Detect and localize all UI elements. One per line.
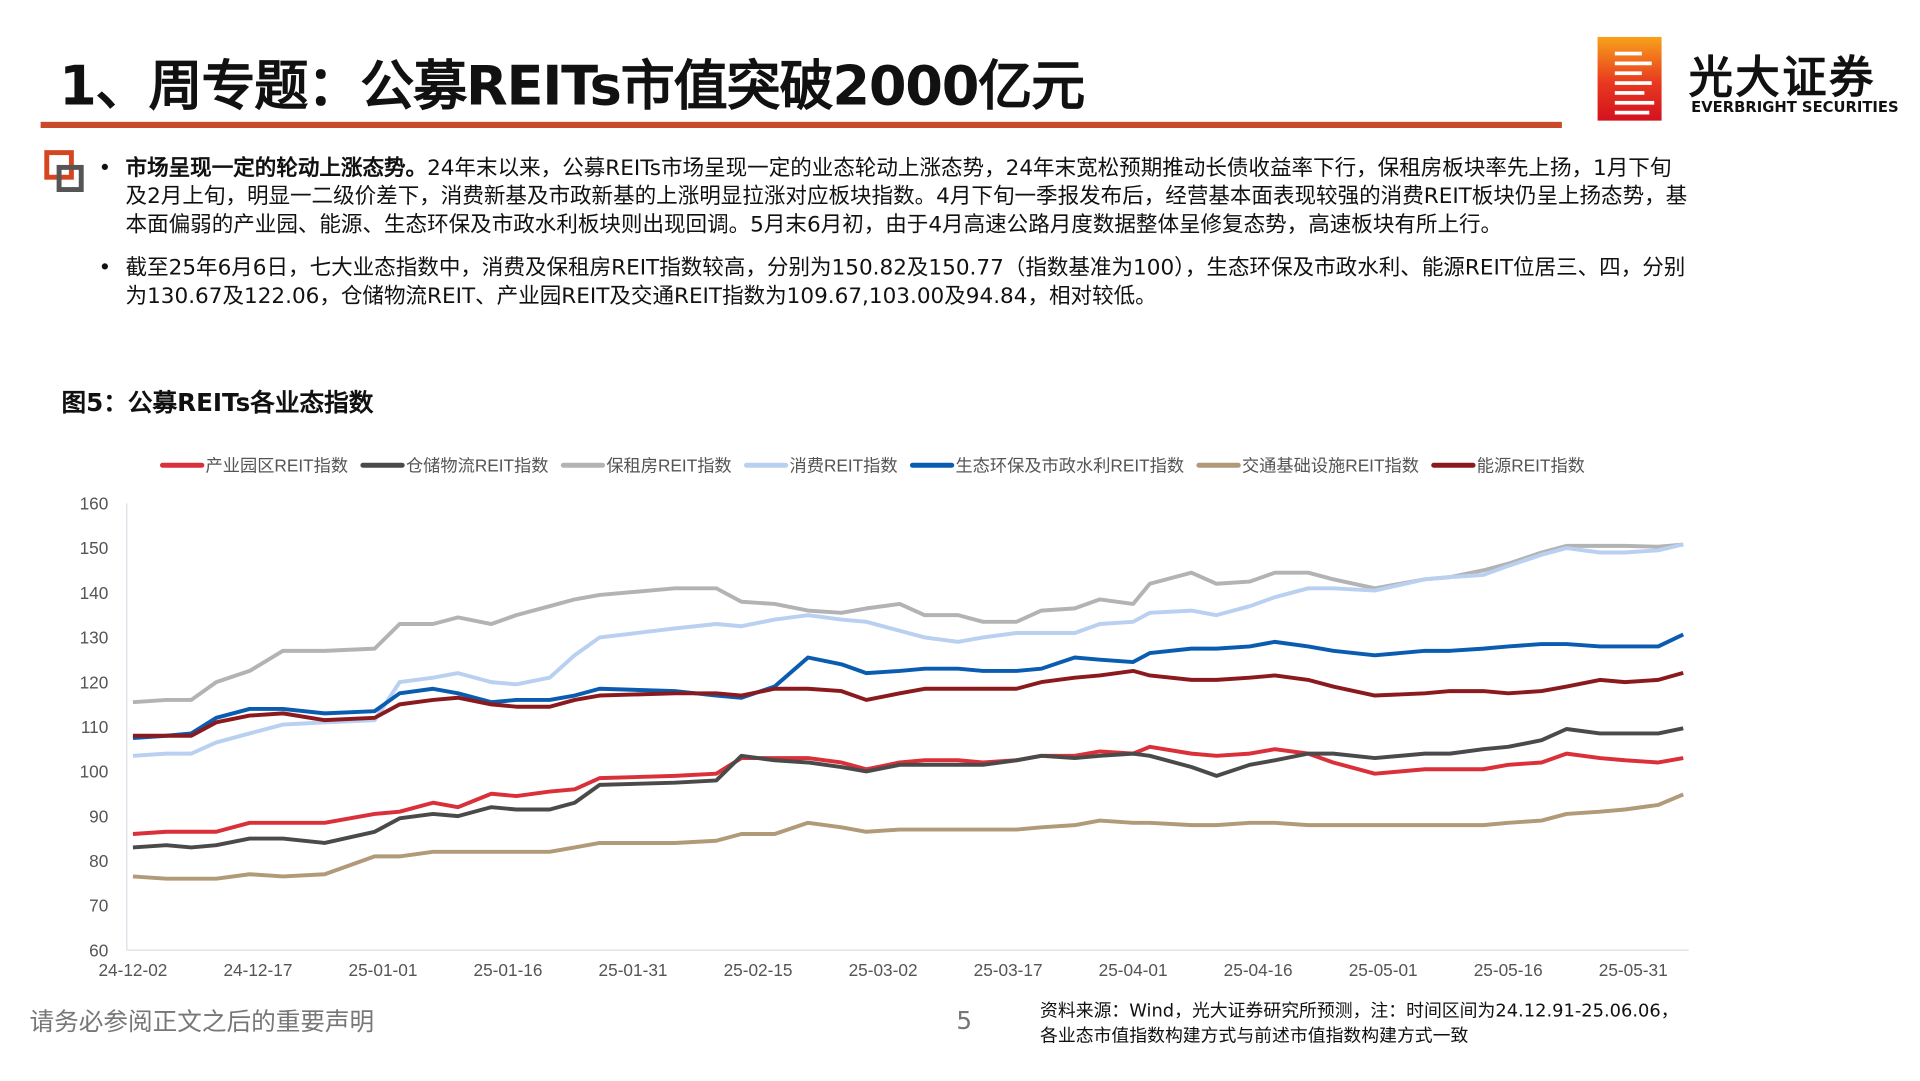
x-tick-label: 24-12-02 xyxy=(98,960,167,980)
title-divider xyxy=(40,121,1562,129)
y-tick-label: 90 xyxy=(89,806,108,826)
line-chart: 60 70 80 90 100 110 120 130 140 150 160 24-12-02 24-… xyxy=(80,455,1689,980)
x-tick-label: 25-01-31 xyxy=(599,960,668,980)
bullet-text: 截至25年6月6日，七大业态指数中，消费及保租房REIT指数较高，分别为150.… xyxy=(125,256,1686,309)
y-tick-label: 140 xyxy=(80,583,109,603)
legend-label: 仓储物流REIT指数 xyxy=(406,455,549,475)
y-tick-label: 70 xyxy=(89,896,108,916)
y-tick-label: 60 xyxy=(89,940,108,960)
legend-label: 消费REIT指数 xyxy=(790,455,898,475)
legend-label: 保租房REIT指数 xyxy=(606,455,731,475)
series-line-1 xyxy=(132,744,1684,836)
company-logo: 光大证券 EVERBRIGHT SECURITIES xyxy=(1597,36,1906,123)
section-squares-icon xyxy=(44,150,84,193)
y-tick-label: 130 xyxy=(80,628,109,648)
legend-label: 生态环保及市政水利REIT指数 xyxy=(955,455,1184,475)
bullet-text: 24年末以来，公募REITs市场呈现一定的业态轮动上涨态势，24年末宽松预期推动… xyxy=(125,156,1688,238)
source-line: 各业态市值指数构建方式与前述市值指数构建方式一致 xyxy=(1040,1026,1469,1047)
bullet-item: 截至25年6月6日，七大业态指数中，消费及保租房REIT指数较高，分别为150.… xyxy=(98,255,1692,312)
y-tick-label: 150 xyxy=(80,538,109,558)
bullet-item: 市场呈现一定的轮动上涨态势。24年末以来，公募REITs市场呈现一定的业态轮动上… xyxy=(98,155,1692,240)
y-tick-label: 100 xyxy=(80,762,109,782)
x-tick-label: 25-04-01 xyxy=(1099,960,1168,980)
logo-text-en: EVERBRIGHT SECURITIES xyxy=(1691,98,1899,116)
series-line-3 xyxy=(132,542,1684,705)
x-tick-label: 24-12-17 xyxy=(223,960,292,980)
legend-label: 产业园区REIT指数 xyxy=(206,455,349,475)
source-line: 资料来源：Wind，光大证券研究所预测，注：时间区间为24.12.91-25.0… xyxy=(1040,1001,1679,1022)
legend-label: 能源REIT指数 xyxy=(1477,455,1585,475)
x-tick-label: 25-02-15 xyxy=(724,960,793,980)
x-tick-label: 25-01-01 xyxy=(349,960,418,980)
x-tick-label: 25-01-16 xyxy=(474,960,543,980)
disclaimer: 请务必参阅正文之后的重要声明 xyxy=(29,1006,375,1037)
x-tick-label: 25-05-16 xyxy=(1474,960,1543,980)
y-tick-label: 80 xyxy=(89,851,108,871)
bullet-list: 市场呈现一定的轮动上涨态势。24年末以来，公募REITs市场呈现一定的业态轮动上… xyxy=(98,155,1692,326)
x-tick-label: 25-03-02 xyxy=(849,960,918,980)
logo-text-cn: 光大证券 xyxy=(1688,52,1876,104)
y-tick-label: 120 xyxy=(80,672,109,692)
x-tick-label: 25-04-16 xyxy=(1224,960,1293,980)
figure-title: 图5：公募REITs各业态指数 xyxy=(61,387,374,418)
page-number: 5 xyxy=(956,1005,973,1036)
source-note: 资料来源：Wind，光大证券研究所预测，注：时间区间为24.12.91-25.0… xyxy=(1040,999,1679,1048)
logo-mark-icon xyxy=(1597,36,1662,121)
x-tick-label: 25-03-17 xyxy=(974,960,1043,980)
page-title: 1、周专题：公募REITs市值突破2000亿元 xyxy=(59,55,1085,119)
legend-label: 交通基础设施REIT指数 xyxy=(1242,455,1419,475)
series-line-6 xyxy=(132,792,1685,881)
bullet-lead: 市场呈现一定的轮动上涨态势。 xyxy=(125,156,428,181)
series-line-2 xyxy=(132,726,1684,850)
series-line-4 xyxy=(132,542,1684,758)
x-tick-label: 25-05-01 xyxy=(1349,960,1418,980)
series-line-7 xyxy=(132,668,1684,738)
y-tick-label: 160 xyxy=(80,494,109,514)
y-tick-label: 110 xyxy=(81,717,108,737)
x-tick-label: 25-05-31 xyxy=(1599,960,1668,980)
series-line-5 xyxy=(132,632,1685,740)
